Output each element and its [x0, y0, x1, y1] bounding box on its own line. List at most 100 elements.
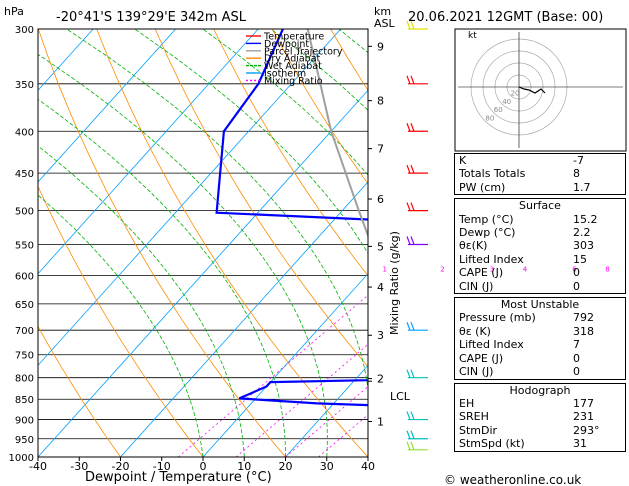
- pressure-tick-label: 400: [15, 127, 34, 138]
- stmdir-label: StmDir: [459, 423, 498, 437]
- wind-barb-flag: [410, 123, 415, 132]
- mu-cin-label: CIN (J): [459, 365, 494, 379]
- x-tick-label: -20: [112, 460, 130, 473]
- pressure-tick-label: 650: [15, 300, 34, 311]
- wind-barb-flag: [406, 75, 411, 85]
- isotherm-line: [120, 181, 368, 457]
- wind-barb-flag: [410, 411, 415, 420]
- mu-title: Most Unstable: [500, 298, 580, 312]
- km-tick-label: 8: [377, 95, 384, 108]
- wind-barb-flag: [406, 164, 411, 174]
- hodograph-ring-label: 20: [511, 89, 520, 97]
- k-label: K: [459, 154, 467, 167]
- wind-barb-flag: [406, 202, 411, 211]
- mixing-ratio-tick-label: 8: [605, 265, 609, 273]
- wind-barb-flag: [410, 164, 415, 174]
- x-tick-label: -30: [70, 460, 88, 473]
- pressure-tick-label: 550: [15, 240, 34, 251]
- mu-cape-value: 0: [573, 351, 580, 365]
- mixing-ratio-line: [285, 386, 368, 457]
- x-tick-label: 40: [361, 460, 375, 473]
- surface-cape-value: 0: [573, 266, 580, 280]
- eh-value: 177: [573, 396, 594, 410]
- location-title: -20°41'S 139°29'E 342m ASL: [56, 10, 247, 25]
- legend-entry: Dewpoint: [264, 39, 309, 50]
- legend-entry: Isotherm: [264, 69, 306, 80]
- mixing-ratio-axis-label: Mixing Ratio (g/kg): [388, 231, 401, 335]
- mu-pres-value: 792: [573, 311, 594, 325]
- pressure-tick-label: 800: [15, 374, 34, 385]
- legend-entry: Parcel Trajectory: [264, 46, 343, 57]
- km-tick-label: 9: [377, 40, 384, 53]
- wet-adiabat-line: [38, 194, 204, 457]
- date-title: 20.06.2021 12GMT (Base: 00): [408, 10, 603, 25]
- indices-panel: K -7 Totals Totals 8 PW (cm) 1.7 Surface Te…: [454, 153, 626, 452]
- stmspd-value: 31: [573, 437, 587, 451]
- pressure-tick-label: 500: [15, 207, 34, 218]
- pressure-tick-label: 750: [15, 351, 34, 362]
- wind-barb-flag: [410, 369, 415, 378]
- tt-label: Totals Totals: [459, 167, 526, 181]
- surface-temp-value: 15.2: [573, 212, 598, 226]
- legend-entry: Dry Adiabat: [264, 54, 321, 65]
- surface-temp-label: Temp (°C): [459, 212, 514, 226]
- wind-barb-flag: [410, 430, 415, 439]
- mixing-ratio-line: [235, 343, 368, 457]
- legend-entry: Mixing Ratio: [264, 76, 323, 87]
- asl-label: ASL: [374, 17, 396, 30]
- wet-adiabat-line: [202, 29, 368, 176]
- most-unstable-section: Most Unstable Pressure (mb) 792 θε (K) 318…: [454, 297, 626, 380]
- x-tick-label: 20: [279, 460, 293, 473]
- wet-adiabat-line: [134, 29, 368, 255]
- mixing-ratio-tick-label: 4: [523, 265, 528, 273]
- mixing-ratio-tick-label: 2: [440, 265, 444, 273]
- isotherm-line: [38, 29, 341, 366]
- series-lines: [215, 29, 368, 407]
- dry-adiabat-line: [96, 29, 368, 457]
- wind-barb-flag: [406, 123, 411, 132]
- wet-adiabat-line: [38, 145, 245, 457]
- wind-barb-flag: [410, 441, 415, 451]
- surface-theta-value: 303: [573, 239, 594, 253]
- wind-barb-flag: [410, 20, 415, 30]
- wind-barb-flag: [406, 20, 411, 30]
- isotherm-line: [38, 89, 368, 457]
- basic-indices: K -7 Totals Totals 8 PW (cm) 1.7: [454, 153, 626, 196]
- km-tick-label: 2: [377, 373, 384, 386]
- hodograph-ring-label: 60: [494, 106, 503, 114]
- mu-pres-label: Pressure (mb): [459, 311, 536, 325]
- isotherm-line: [38, 29, 259, 275]
- wet-adiabat-line: [66, 29, 368, 457]
- x-tick-label: -10: [153, 460, 171, 473]
- series-dewpoint: [215, 29, 368, 407]
- wind-barbs: [406, 20, 428, 451]
- surface-li-value: 15: [573, 252, 587, 266]
- wind-barb-flag: [406, 236, 411, 245]
- pressure-tick-label: 450: [15, 169, 34, 180]
- surface-section: Surface Temp (°C) 15.2 Dewp (°C) 2.2 θε(K)…: [454, 198, 626, 295]
- x-tick-label: 10: [237, 460, 251, 473]
- dry-adiabat-line: [38, 29, 286, 457]
- wind-barb-flag: [406, 369, 411, 378]
- mixing-ratio-line: [177, 294, 368, 457]
- km-tick-label: 6: [377, 193, 384, 206]
- km-tick-label: 4: [377, 281, 384, 294]
- mu-cin-value: 0: [573, 365, 580, 379]
- hpa-label: hPa: [4, 5, 24, 18]
- pw-value: 1.7: [573, 180, 591, 194]
- hodograph-stats-section: Hodograph EH 177 SREH 231 StmDir 293° StmSp…: [454, 382, 626, 452]
- footer-credit: © weatheronline.co.uk: [444, 473, 581, 486]
- wet-adiabat-line: [38, 98, 286, 457]
- km-tick-label: 1: [377, 416, 384, 429]
- x-tick-label: 0: [200, 460, 207, 473]
- x-axis-label: Dewpoint / Temperature (°C): [85, 470, 272, 485]
- dry-adiabat-line: [38, 325, 121, 457]
- sreh-value: 231: [573, 410, 594, 424]
- surface-cin-label: CIN (J): [459, 279, 494, 293]
- mu-theta-value: 318: [573, 324, 594, 338]
- mu-cape-label: CAPE (J): [459, 351, 504, 365]
- wind-barb-flag: [406, 411, 411, 420]
- legend-entry: Wet Adiabat: [264, 61, 322, 72]
- surface-dewp-value: 2.2: [573, 226, 591, 240]
